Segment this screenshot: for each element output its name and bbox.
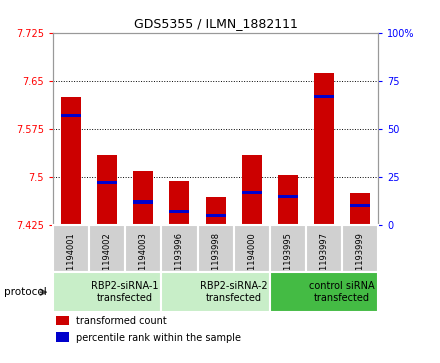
- Text: RBP2-siRNA-1
transfected: RBP2-siRNA-1 transfected: [92, 281, 159, 303]
- Bar: [133, 200, 153, 204]
- Bar: [234, 225, 270, 272]
- Bar: [242, 155, 262, 225]
- Bar: [350, 204, 370, 207]
- Bar: [314, 73, 334, 225]
- Text: GSM1193999: GSM1193999: [356, 232, 365, 288]
- Bar: [270, 272, 378, 312]
- Bar: [133, 171, 153, 225]
- Bar: [205, 214, 226, 217]
- Bar: [56, 333, 69, 342]
- Text: percentile rank within the sample: percentile rank within the sample: [76, 333, 241, 343]
- Bar: [306, 225, 342, 272]
- Bar: [242, 191, 262, 194]
- Bar: [125, 225, 161, 272]
- Bar: [161, 225, 198, 272]
- Bar: [169, 210, 189, 213]
- Bar: [53, 225, 89, 272]
- Text: GSM1194000: GSM1194000: [247, 232, 256, 288]
- Bar: [161, 272, 270, 312]
- Text: GSM1193996: GSM1193996: [175, 232, 184, 288]
- Bar: [61, 97, 81, 225]
- Text: GSM1194001: GSM1194001: [66, 232, 75, 288]
- Bar: [169, 182, 189, 225]
- Bar: [89, 225, 125, 272]
- Bar: [278, 175, 298, 225]
- Text: GSM1194002: GSM1194002: [103, 232, 112, 288]
- Bar: [278, 195, 298, 198]
- Bar: [97, 181, 117, 184]
- Text: RBP2-siRNA-2
transfected: RBP2-siRNA-2 transfected: [200, 281, 268, 303]
- Bar: [205, 197, 226, 225]
- Text: GSM1193998: GSM1193998: [211, 232, 220, 288]
- Text: GSM1194003: GSM1194003: [139, 232, 148, 288]
- Text: control siRNA
transfected: control siRNA transfected: [309, 281, 375, 303]
- Bar: [270, 225, 306, 272]
- Text: transformed count: transformed count: [76, 316, 166, 326]
- Bar: [56, 316, 69, 325]
- Bar: [97, 155, 117, 225]
- Bar: [198, 225, 234, 272]
- Bar: [53, 272, 161, 312]
- Text: GSM1193995: GSM1193995: [283, 232, 293, 288]
- Text: protocol: protocol: [4, 287, 47, 297]
- Bar: [61, 114, 81, 117]
- Bar: [342, 225, 378, 272]
- Bar: [350, 193, 370, 225]
- Bar: [314, 94, 334, 98]
- Text: GSM1193997: GSM1193997: [319, 232, 329, 288]
- Title: GDS5355 / ILMN_1882111: GDS5355 / ILMN_1882111: [134, 17, 297, 30]
